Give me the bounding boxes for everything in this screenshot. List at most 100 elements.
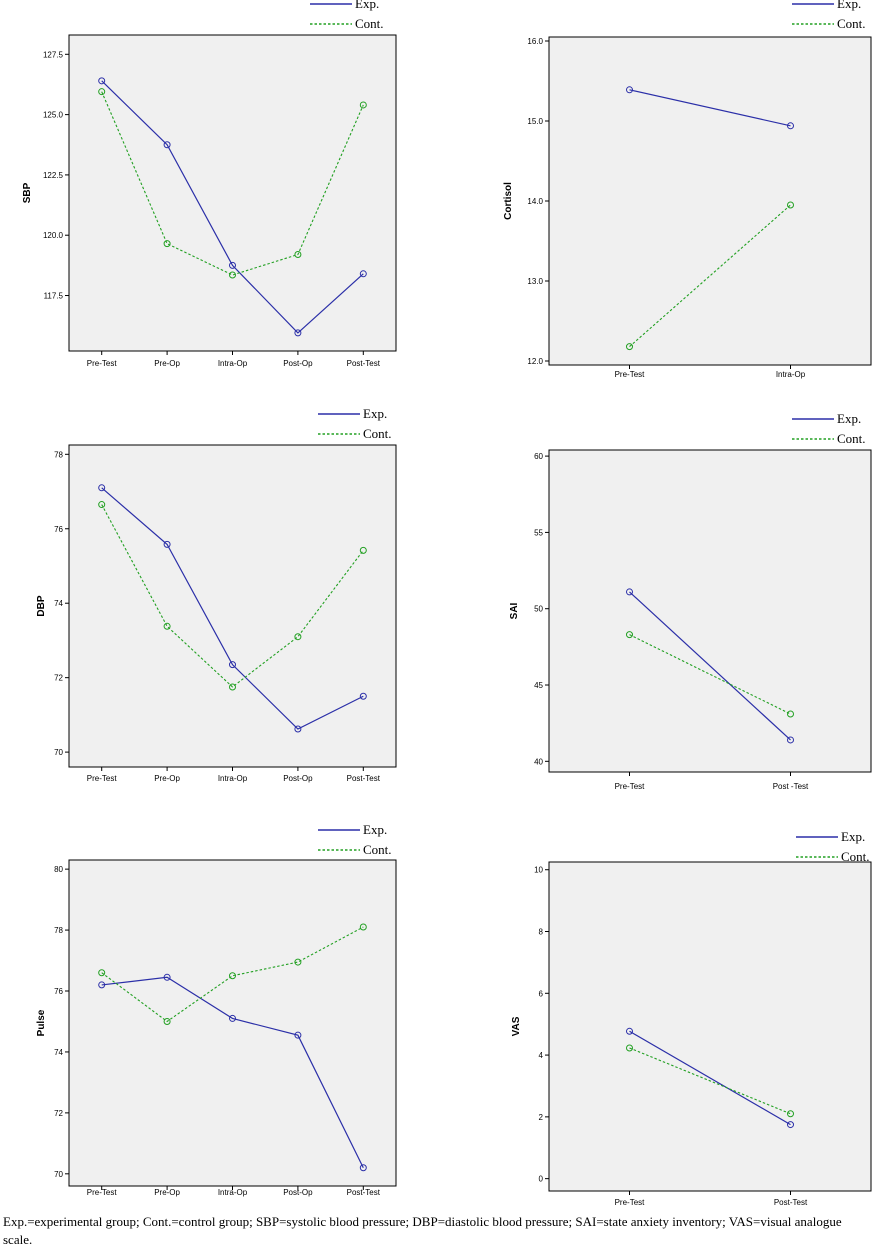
sbp-point-exp [294, 329, 302, 337]
sbp-xtick-label: Pre-Test [87, 359, 118, 368]
sai-point-cont [626, 631, 633, 639]
pulse-ytick-label: 78 [54, 926, 63, 935]
sai-ytick-label: 60 [534, 452, 543, 461]
vas-point-cont [787, 1110, 794, 1118]
chart-cortisol-svg: 12.0 13.0 14.0 15.0 16.0 Pre-Test Intra-Op Cort… [503, 0, 872, 379]
chart-sbp: 117.5 120.0 122.5 125.0 127.5 Pre-Test Pre-Op I… [0, 0, 437, 380]
dbp-point-cont [229, 683, 236, 691]
vas-legend-label-exp: Exp. [841, 829, 865, 844]
sbp-series-cont-line [101, 91, 364, 276]
pulse-series-exp-line [101, 976, 364, 1168]
sbp-xtick-label: Post-Op [283, 359, 313, 368]
dbp-ytick-label: 70 [54, 748, 63, 757]
chart-vas: 0 2 4 6 8 10 Pre-Test Post-Test VAS Exp. Cont. [437, 822, 874, 1212]
sai-point-cont [787, 710, 794, 718]
sbp-ytick-label: 117.5 [44, 292, 64, 301]
dbp-ylabel: DBP [36, 595, 47, 616]
sai-series-cont-line [629, 634, 791, 715]
cortisol-point-cont [787, 201, 794, 209]
sbp-ytick-label: 127.5 [43, 50, 64, 59]
pulse-point-cont [294, 958, 302, 966]
pulse-legend-label-exp: Exp. [363, 822, 387, 837]
pulse-point-exp [98, 981, 106, 989]
pulse-ytick-label: 72 [54, 1109, 63, 1118]
vas-ytick-label: 2 [539, 1113, 544, 1122]
dbp-xtick-label: Pre-Op [154, 774, 180, 783]
sai-plot-area [548, 449, 872, 773]
sai-series-exp-line [629, 591, 791, 741]
dbp-xtick-label: Intra-Op [218, 774, 248, 783]
sbp-point-cont [359, 101, 367, 109]
pulse-ytick-label: 74 [54, 1048, 63, 1057]
dbp-point-exp [294, 725, 302, 733]
sai-point-exp [787, 736, 794, 744]
dbp-point-exp [163, 540, 171, 548]
vas-series-cont-line [629, 1047, 791, 1115]
sbp-ytick-label: 120.0 [43, 231, 64, 240]
vas-ytick-label: 8 [539, 928, 544, 937]
pulse-xtick-label: Post-Op [283, 1188, 313, 1197]
dbp-point-cont [98, 501, 106, 509]
sbp-point-exp [359, 270, 367, 278]
sbp-series-exp-line [101, 80, 364, 334]
dbp-ytick-label: 78 [54, 450, 63, 459]
sbp-xtick-label: Intra-Op [218, 359, 248, 368]
pulse-ylabel: Pulse [36, 1009, 47, 1036]
dbp-plot-area [68, 444, 397, 768]
vas-ylabel: VAS [511, 1016, 522, 1036]
dbp-xtick-label: Pre-Test [87, 774, 118, 783]
cortisol-point-exp [626, 86, 633, 94]
sai-xtick-label: Post -Test [773, 782, 809, 791]
dbp-point-exp [359, 692, 367, 700]
cortisol-ytick-label: 12.0 [527, 357, 543, 366]
cortisol-ytick-label: 16.0 [527, 37, 543, 46]
sai-ytick-label: 55 [534, 528, 543, 537]
sbp-ytick-label: 122.5 [43, 171, 64, 180]
sbp-point-exp [229, 261, 236, 269]
sbp-point-cont [163, 240, 171, 248]
pulse-point-cont [163, 1017, 171, 1025]
pulse-plot-area [68, 859, 397, 1187]
cortisol-xtick-label: Intra-Op [776, 370, 806, 379]
dbp-point-exp [229, 661, 236, 669]
sai-ytick-label: 40 [534, 757, 543, 766]
sbp-ytick-label: 125.0 [43, 111, 64, 120]
vas-plot-area [548, 861, 872, 1192]
sbp-xtick-label: Post-Test [347, 359, 381, 368]
sai-ylabel: SAI [509, 602, 520, 619]
vas-point-cont [626, 1044, 633, 1052]
sai-ytick-label: 50 [534, 605, 543, 614]
vas-ytick-label: 0 [539, 1175, 544, 1184]
dbp-point-exp [98, 484, 106, 492]
sai-legend-label-exp: Exp. [837, 411, 861, 426]
sbp-xtick-label: Pre-Op [154, 359, 180, 368]
chart-pulse: 70 72 74 76 78 80 Pre-Test Pre-Op Intra-Op Post-O… [0, 815, 437, 1210]
dbp-xtick-label: Post-Op [283, 774, 313, 783]
vas-xtick-label: Pre-Test [615, 1198, 646, 1207]
cortisol-ylabel: Cortisol [503, 182, 514, 220]
pulse-point-exp [229, 1014, 236, 1022]
dbp-series-cont-line [101, 504, 364, 688]
sbp-point-exp [163, 141, 171, 149]
vas-point-exp [787, 1121, 794, 1129]
sbp-point-cont [229, 271, 236, 279]
pulse-xtick-label: Intra-Op [218, 1188, 248, 1197]
chart-sbp-svg: 117.5 120.0 122.5 125.0 127.5 Pre-Test Pre-Op I… [22, 0, 397, 368]
dbp-ytick-label: 76 [54, 525, 63, 534]
pulse-ytick-label: 76 [54, 987, 63, 996]
sai-xtick-label: Pre-Test [615, 782, 646, 791]
dbp-series-exp-line [101, 487, 364, 730]
vas-point-exp [626, 1027, 633, 1035]
cortisol-plot-area [548, 36, 872, 366]
cortisol-legend-label-exp: Exp. [837, 0, 861, 11]
chart-sai-svg: 40 45 50 55 60 Pre-Test Post -Test SAI Exp. Cont. [509, 411, 872, 791]
sai-ytick-label: 45 [534, 681, 543, 690]
pulse-point-cont [359, 923, 367, 931]
pulse-point-cont [229, 972, 236, 980]
dbp-ytick-label: 72 [54, 674, 63, 683]
cortisol-point-cont [626, 343, 633, 351]
chart-dbp: 70 72 74 76 78 Pre-Test Pre-Op Intra-Op Post-Op P… [0, 400, 437, 800]
cortisol-point-exp [787, 122, 794, 130]
cortisol-xtick-label: Pre-Test [615, 370, 646, 379]
pulse-series-cont-line [101, 926, 364, 1023]
